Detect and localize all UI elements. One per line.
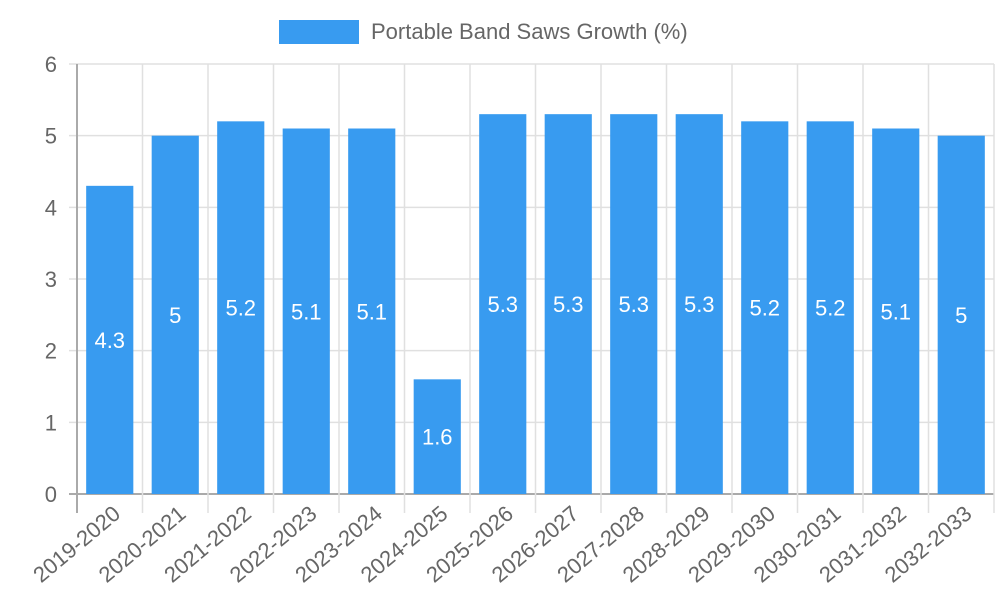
bar-value-label: 5.3 bbox=[487, 292, 518, 317]
y-tick-label: 5 bbox=[45, 124, 57, 149]
bar-value-label: 5.2 bbox=[815, 296, 846, 321]
bar[interactable] bbox=[741, 121, 789, 494]
bar[interactable] bbox=[479, 114, 527, 495]
bar-value-label: 5.3 bbox=[618, 292, 649, 317]
bar[interactable] bbox=[937, 135, 985, 494]
y-tick-label: 6 bbox=[45, 52, 57, 77]
bar-value-label: 5.1 bbox=[880, 299, 911, 324]
bar[interactable] bbox=[217, 121, 265, 494]
y-tick-label: 1 bbox=[45, 410, 57, 435]
bar[interactable] bbox=[282, 128, 330, 495]
y-tick-label: 3 bbox=[45, 267, 57, 292]
bar[interactable] bbox=[675, 114, 723, 495]
bar-value-label: 5.3 bbox=[684, 292, 715, 317]
bar-value-label: 5.1 bbox=[291, 299, 322, 324]
legend[interactable]: Portable Band Saws Growth (%) bbox=[279, 19, 688, 44]
bar-value-label: 5 bbox=[169, 303, 181, 328]
bar-value-label: 5 bbox=[955, 303, 967, 328]
y-tick-label: 4 bbox=[45, 195, 57, 220]
bars: 4.3 5 5.2 5.1 5.1 1.6 5.3 5.3 5.3 5.3 5.2 5.2 5.1 5 bbox=[86, 114, 985, 495]
bar-value-label: 5.2 bbox=[225, 296, 256, 321]
bar-value-label: 1.6 bbox=[422, 425, 453, 450]
bar[interactable] bbox=[348, 128, 396, 495]
y-tick-label: 2 bbox=[45, 339, 57, 364]
bar[interactable] bbox=[413, 379, 461, 494]
y-tick-label: 0 bbox=[45, 482, 57, 507]
legend-label: Portable Band Saws Growth (%) bbox=[371, 19, 688, 44]
bar[interactable] bbox=[151, 135, 199, 494]
bar-value-label: 5.1 bbox=[356, 299, 387, 324]
bar[interactable] bbox=[610, 114, 658, 495]
legend-swatch bbox=[279, 20, 359, 44]
bar[interactable] bbox=[872, 128, 920, 495]
bar-value-label: 4.3 bbox=[94, 328, 125, 353]
bar[interactable] bbox=[544, 114, 592, 495]
bar[interactable] bbox=[806, 121, 854, 494]
bar-value-label: 5.2 bbox=[749, 296, 780, 321]
bar-value-label: 5.3 bbox=[553, 292, 584, 317]
bar[interactable] bbox=[86, 185, 134, 495]
